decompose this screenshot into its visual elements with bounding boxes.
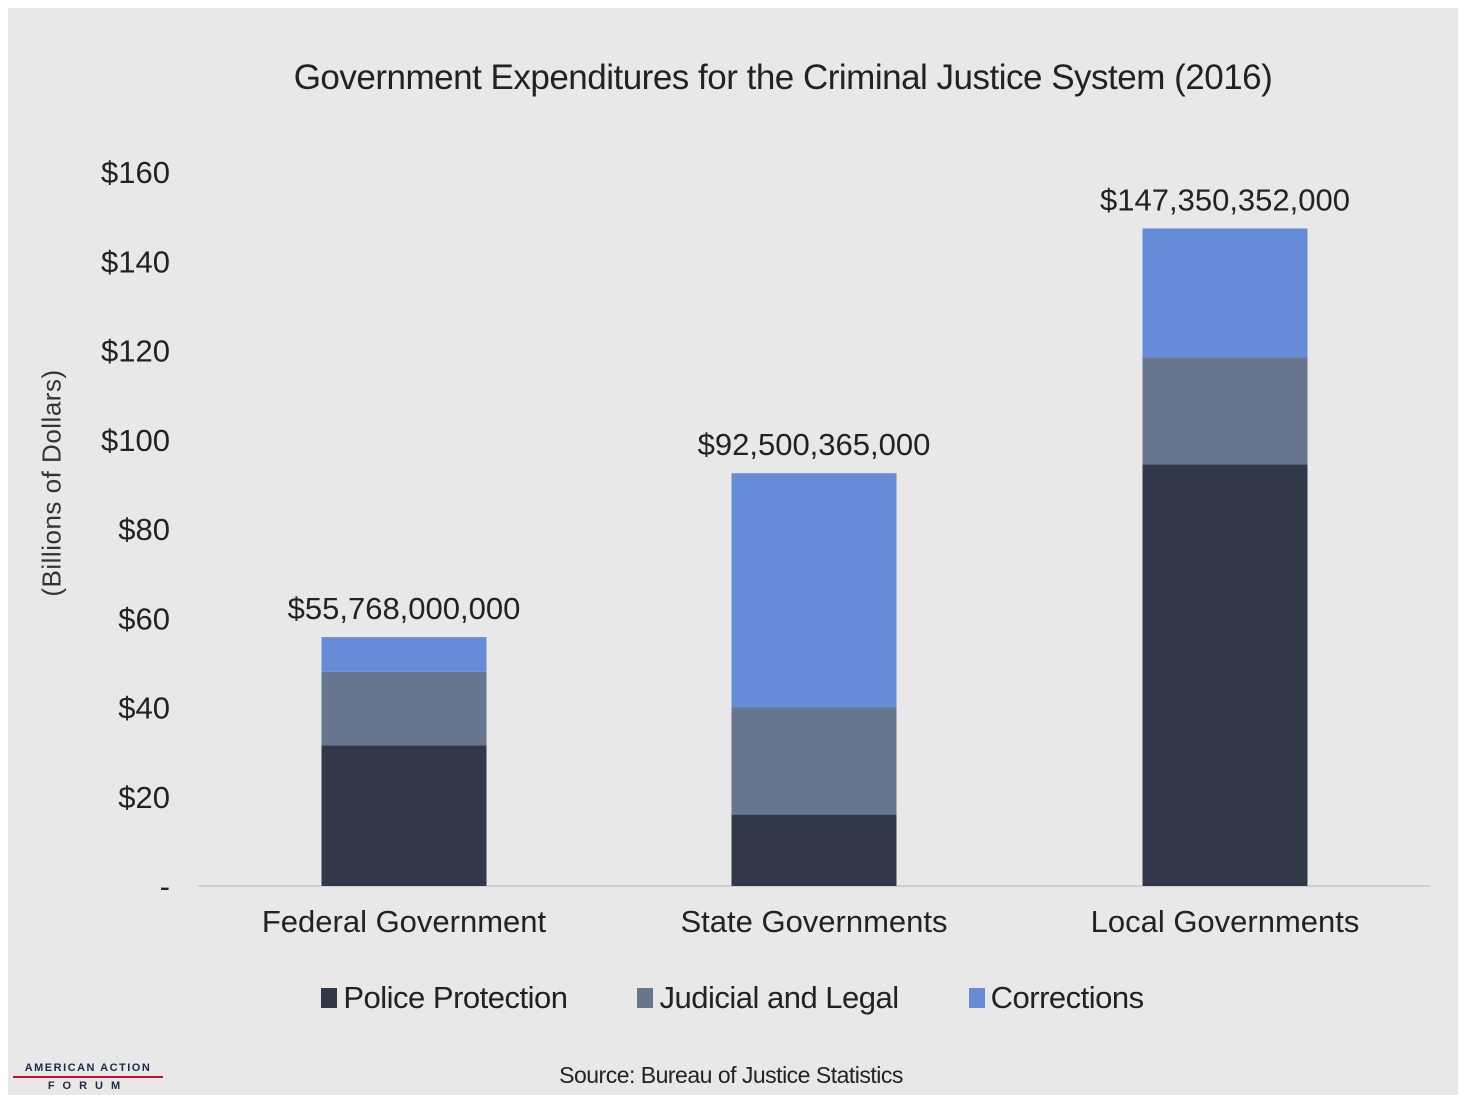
bar-total-label: $92,500,365,000 xyxy=(698,427,931,462)
y-tick-label: - xyxy=(160,869,170,904)
bar-segment-judicial-and-legal xyxy=(731,707,897,815)
bar-total-label: $147,350,352,000 xyxy=(1100,182,1350,217)
brand-logo: AMERICAN ACTION FORUM xyxy=(13,1062,163,1092)
legend-item-police: Police Protection xyxy=(321,980,568,1016)
bar-segment-corrections xyxy=(731,473,897,708)
y-tick-label: $140 xyxy=(101,244,170,279)
legend-item-corrections: Corrections xyxy=(968,980,1145,1016)
x-category-label: State Governments xyxy=(680,904,947,939)
legend-label-police: Police Protection xyxy=(343,980,568,1015)
chart-legend: Police Protection Judicial and Legal Cor… xyxy=(0,980,1465,1016)
y-tick-label: $60 xyxy=(118,601,170,636)
y-tick-label: $40 xyxy=(118,691,170,726)
chart-title: Government Expenditures for the Criminal… xyxy=(293,58,1273,97)
legend-swatch-corrections xyxy=(968,988,985,1008)
legend-label-judicial: Judicial and Legal xyxy=(659,980,899,1015)
legend-label-corrections: Corrections xyxy=(990,980,1145,1015)
y-tick-label: $120 xyxy=(101,334,170,369)
legend-swatch-judicial xyxy=(637,988,654,1008)
bar-total-label: $55,768,000,000 xyxy=(288,591,521,626)
logo-rule xyxy=(13,1076,163,1078)
legend-item-judicial: Judicial and Legal xyxy=(637,980,899,1016)
bar-segment-police-protection xyxy=(731,814,897,886)
bar-segment-police-protection xyxy=(1142,464,1308,886)
y-tick-label: $20 xyxy=(118,780,170,815)
bar-segment-corrections xyxy=(321,637,487,672)
x-category-label: Federal Government xyxy=(262,904,547,939)
logo-line-1: AMERICAN ACTION xyxy=(24,1062,152,1074)
source-note: Source: Bureau of Justice Statistics xyxy=(559,1062,903,1088)
bar-segment-corrections xyxy=(1142,228,1308,358)
y-tick-label: $80 xyxy=(118,512,170,547)
legend-swatch-police xyxy=(321,988,338,1008)
bar-segment-judicial-and-legal xyxy=(321,671,487,746)
bar-segment-police-protection xyxy=(321,745,487,886)
bar-segment-judicial-and-legal xyxy=(1142,357,1308,465)
y-tick-label: $160 xyxy=(101,155,170,190)
x-category-label: Local Governments xyxy=(1091,904,1360,939)
y-tick-label: $100 xyxy=(101,423,170,458)
logo-line-2: FORUM xyxy=(47,1080,129,1092)
